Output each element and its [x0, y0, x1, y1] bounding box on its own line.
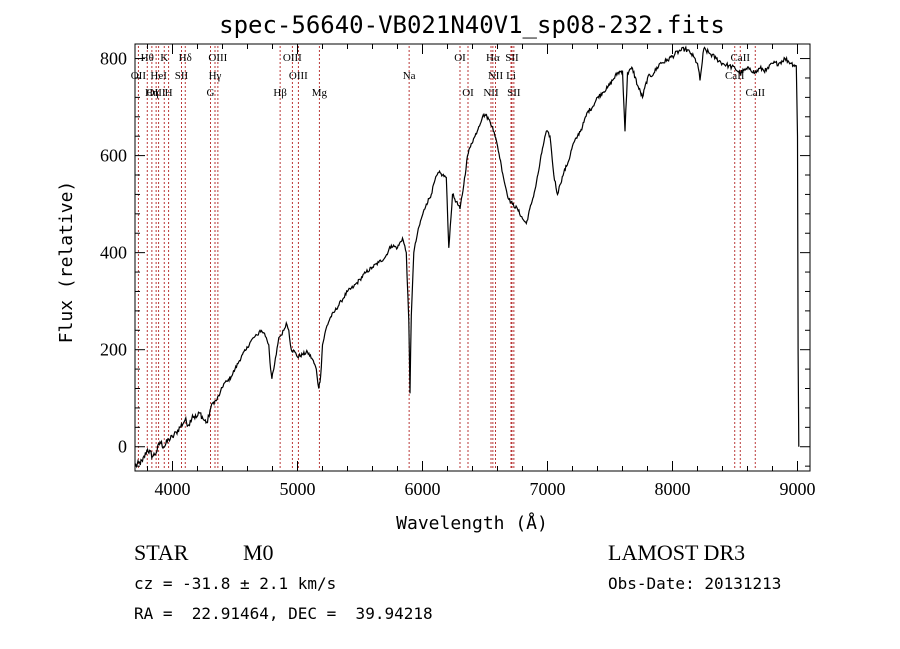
line-marker-label: CaII: [730, 52, 750, 64]
line-marker-label: NII: [483, 87, 499, 99]
line-marker-label: OIII: [289, 70, 308, 82]
line-marker-label: NII: [488, 70, 504, 82]
emission-line-markers: [137, 46, 756, 470]
line-marker-label: SII: [505, 52, 519, 64]
y-axis-label: Flux (relative): [56, 181, 77, 344]
line-marker-label: H: [165, 87, 173, 99]
x-tick-label: 4000: [155, 479, 191, 499]
object-subclass-label: M0: [243, 540, 274, 565]
y-tick-label: 800: [100, 49, 127, 69]
observation-date: Obs-Date: 20131213: [608, 574, 782, 593]
line-marker-label: Na: [403, 70, 416, 82]
line-marker-label: Hγ: [209, 70, 222, 82]
line-marker-label: OI: [454, 52, 466, 64]
x-axis-label: Wavelength (Å): [396, 512, 548, 534]
y-tick-label: 0: [118, 437, 127, 457]
chart-title: spec-56640-VB021N40V1_sp08-232.fits: [219, 11, 725, 39]
line-marker-label: Hη: [145, 87, 159, 99]
x-tick-label: 7000: [530, 479, 566, 499]
y-tick-label: 600: [100, 146, 127, 166]
line-marker-label: Hα: [486, 52, 500, 64]
plot-frame: [134, 43, 811, 472]
line-marker-label: SII: [175, 70, 189, 82]
axis-tick-labels: 4000 5000 6000 7000 8000 9000 0 200 400 600 800: [100, 49, 816, 499]
redshift-velocity: cz = -31.8 ± 2.1 km/s: [134, 574, 337, 593]
object-class-label: STAR: [134, 540, 189, 565]
line-marker-labels: Hθ K Hδ OIII OIII OI Hα SII CaII OII HeI SII Hγ OIII N…: [131, 52, 766, 99]
line-marker-label: Hβ: [273, 87, 287, 99]
y-tick-label: 400: [100, 243, 127, 263]
line-marker-label: Mg: [312, 87, 328, 99]
flux-series-line: [134, 45, 800, 469]
coordinates: RA = 22.91464, DEC = 39.94218: [134, 604, 433, 623]
line-marker-label: K: [160, 52, 168, 64]
line-marker-label: OII: [131, 70, 147, 82]
line-marker-label: SII: [507, 87, 521, 99]
line-marker-label: OIII: [147, 87, 166, 99]
line-marker-label: OI: [462, 87, 474, 99]
x-tick-label: 6000: [405, 479, 441, 499]
line-marker-label: OIII: [283, 52, 302, 64]
line-marker-label: HeI: [150, 70, 167, 82]
axis-ticks: [135, 44, 810, 471]
line-marker-label: Li: [506, 70, 516, 82]
x-tick-label: 9000: [780, 479, 816, 499]
x-tick-label: 5000: [280, 479, 316, 499]
line-marker-label: CaII: [745, 87, 765, 99]
survey-label: LAMOST DR3: [608, 540, 746, 565]
x-tick-label: 8000: [655, 479, 691, 499]
line-marker-label: G: [207, 87, 215, 99]
line-marker-label: Hθ: [141, 52, 154, 64]
y-tick-label: 200: [100, 340, 127, 360]
line-marker-label: Hδ: [179, 52, 192, 64]
line-marker-label: OIII: [208, 52, 227, 64]
